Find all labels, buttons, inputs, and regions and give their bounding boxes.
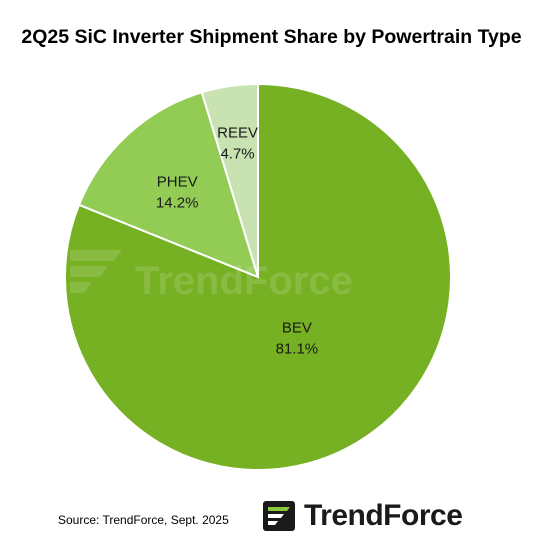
source-note: Source: TrendForce, Sept. 2025 [58, 513, 229, 527]
pie-slice-phev [77, 91, 260, 279]
watermark-logo-mark [70, 250, 122, 293]
watermark: TrendForce [70, 250, 353, 303]
trendforce-logo: TrendForce [262, 497, 463, 535]
slice-labels: BEV 81.1% PHEV 14.2% REEV 4.7% [156, 125, 318, 358]
slice-label-bev-value: 81.1% [276, 341, 319, 358]
pie-chart: TrendForce BEV 81.1% PHEV 14.2% REEV 4.7% [64, 82, 452, 471]
chart-title: 2Q25 SiC Inverter Shipment Share by Powe… [21, 26, 522, 48]
slice-label-reev-name: REEV [217, 125, 258, 142]
slice-label-bev-name: BEV [282, 320, 312, 337]
trendforce-logo-text: TrendForce [304, 499, 463, 532]
watermark-text: TrendForce [135, 259, 353, 303]
slice-label-phev-value: 14.2% [156, 195, 199, 212]
slice-label-phev-name: PHEV [157, 174, 198, 191]
trendforce-logo-icon [263, 501, 295, 531]
pie-slices [64, 82, 452, 471]
slice-label-reev-value: 4.7% [220, 146, 254, 163]
pie-slice-reev [200, 82, 259, 278]
